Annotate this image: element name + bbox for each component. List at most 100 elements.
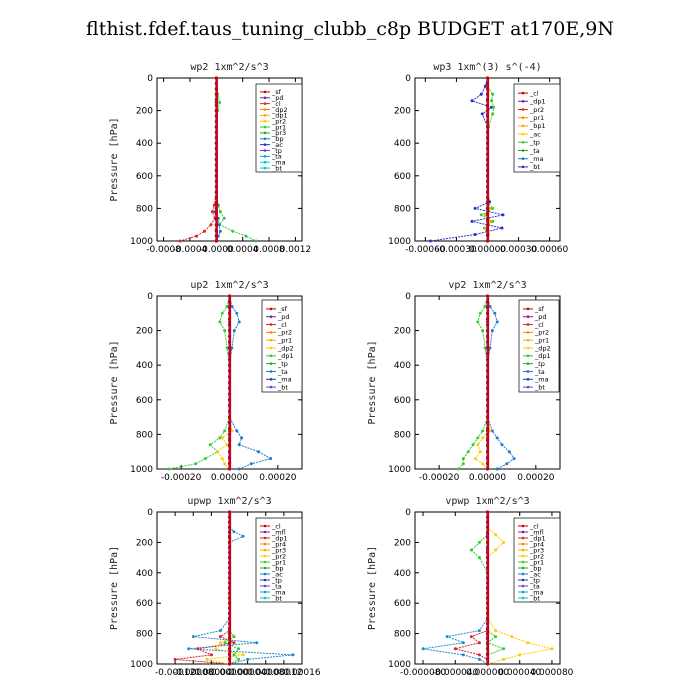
data-point [227, 576, 232, 580]
data-point [457, 467, 460, 471]
y-tick-label: 0 [405, 74, 411, 84]
series-line [175, 512, 236, 665]
legend-marker [521, 560, 525, 564]
data-point [227, 438, 232, 442]
data-point [494, 635, 498, 639]
legend-label: _bt [277, 383, 288, 391]
data-point [495, 320, 499, 324]
data-point [214, 136, 218, 140]
x-tick-label: 0.0008 [253, 245, 285, 255]
data-point [227, 369, 232, 373]
data-point [485, 334, 490, 338]
data-point [227, 392, 232, 396]
data-point [227, 421, 232, 425]
data-point [485, 369, 490, 373]
data-point [220, 311, 224, 315]
data-point [218, 629, 222, 633]
legend-label: _dp1 [534, 352, 551, 360]
legend-marker [263, 542, 267, 546]
data-point [227, 626, 232, 631]
panel-5: vpwp 1xm^2/s^3 Pressure [hPa] 0 200 400 600 80… [367, 496, 574, 678]
data-point [227, 375, 232, 379]
x-tick-label: 0.00060 [531, 245, 568, 255]
data-point [257, 450, 260, 454]
data-point [488, 304, 492, 308]
data-point [214, 76, 218, 80]
x-tick-label: 0.00012 [265, 668, 302, 678]
y-tick-label: 0 [405, 508, 411, 518]
y-tick-label: 1000 [388, 465, 411, 475]
data-point [480, 112, 484, 116]
data-point [227, 550, 232, 555]
data-point [479, 92, 483, 96]
panel-1: wp3 1xm^(3) s^(-4)02004006008001000-0.00… [388, 62, 568, 255]
legend-label: _tp [271, 147, 282, 155]
data-point [227, 510, 232, 514]
y-axis-label: Pressure [hPa] [367, 546, 378, 630]
data-point [227, 561, 232, 565]
legend-label: _pd [277, 313, 290, 321]
data-point [461, 641, 465, 645]
x-tick-label: 0.00000 [211, 473, 248, 483]
y-tick-label: 400 [394, 139, 411, 149]
legend-label: _pr3 [271, 129, 286, 137]
legend-label: _cl [271, 522, 281, 530]
x-tick-label: 0.000000 [466, 668, 509, 678]
legend-label: _ta [529, 582, 540, 590]
x-tick-label: -0.00030 [436, 245, 477, 255]
legend-marker [269, 362, 273, 365]
legend-marker [526, 385, 530, 389]
data-point [485, 657, 490, 661]
legend-marker [269, 377, 273, 381]
data-point [232, 329, 236, 333]
data-point [214, 130, 218, 134]
y-axis-label: Pressure [hPa] [109, 546, 120, 630]
legend-marker [521, 548, 525, 552]
legend-box [255, 83, 303, 173]
data-point [483, 304, 487, 308]
data-point [227, 340, 232, 344]
data-point [485, 403, 490, 408]
data-point [215, 450, 219, 454]
data-point [485, 601, 490, 605]
data-point [485, 520, 490, 524]
data-point [223, 641, 227, 645]
y-tick-label: 800 [394, 204, 411, 214]
data-point [512, 457, 516, 461]
data-point [505, 462, 509, 466]
data-point [227, 520, 232, 524]
data-point [485, 611, 490, 615]
legend-marker [526, 338, 530, 342]
data-point [203, 229, 206, 233]
data-point [491, 92, 495, 96]
data-point [218, 320, 222, 324]
legend-label: _dp2 [277, 344, 294, 352]
y-tick-label: 600 [394, 172, 411, 182]
legend-label: _ac [271, 141, 283, 149]
y-tick-label: 0 [147, 508, 153, 518]
data-point [485, 591, 490, 595]
data-point [485, 185, 490, 189]
data-point [227, 403, 232, 408]
data-point [453, 647, 457, 651]
x-tick-label: 0.00030 [500, 245, 537, 255]
data-point [214, 98, 218, 102]
series-line [487, 295, 515, 470]
data-point [485, 329, 490, 333]
data-point [493, 311, 497, 315]
legend-marker [521, 165, 525, 169]
data-point [223, 462, 227, 466]
legend-label: _bp [529, 564, 542, 572]
data-point [218, 635, 222, 639]
data-point [485, 163, 490, 167]
data-point [485, 606, 490, 610]
y-tick-label: 0 [147, 292, 153, 302]
data-point [227, 386, 232, 390]
data-point [485, 461, 490, 465]
data-point [485, 662, 490, 666]
y-tick-label: 400 [136, 569, 153, 579]
data-point [485, 540, 490, 545]
legend-box [513, 83, 561, 173]
data-point [445, 635, 449, 639]
data-point [485, 545, 490, 550]
